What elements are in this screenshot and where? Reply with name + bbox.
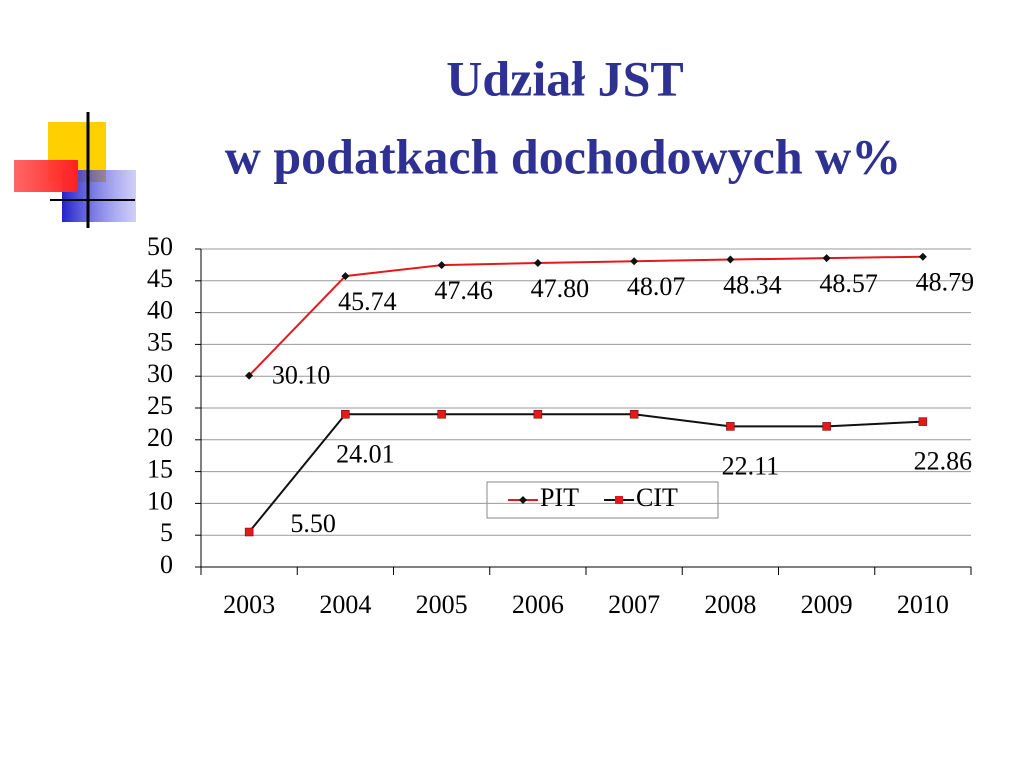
deco-red	[14, 160, 78, 192]
chart-title: Udział JST	[446, 50, 684, 106]
x-tick-label: 2004	[319, 590, 371, 619]
series-line	[248, 255, 923, 377]
point	[918, 417, 928, 426]
point	[533, 258, 542, 267]
point	[245, 371, 254, 380]
point	[822, 422, 831, 431]
value-label: 24.01	[336, 439, 395, 468]
value-label: 30.10	[272, 361, 331, 390]
value-label: 22.86	[914, 447, 973, 476]
point	[533, 410, 543, 419]
y-tick-label: 15	[147, 455, 173, 484]
x-tick-label: 2010	[897, 590, 949, 619]
y-tick-label: 35	[147, 327, 173, 356]
legend-marker	[519, 496, 527, 504]
point	[437, 410, 446, 419]
point	[629, 410, 639, 419]
point	[918, 252, 927, 261]
y-tick-label: 10	[147, 486, 173, 515]
value-label: 48.79	[916, 268, 975, 297]
y-tick-label: 0	[160, 550, 173, 579]
point	[341, 272, 350, 281]
x-tick-label: 2003	[223, 590, 275, 619]
point	[726, 255, 735, 264]
point	[726, 422, 735, 431]
legend-label: CIT	[636, 483, 678, 512]
point	[630, 257, 639, 266]
point	[437, 261, 446, 270]
x-tick-label: 2008	[704, 590, 756, 619]
x-tick-label: 2009	[801, 590, 853, 619]
y-tick-label: 30	[147, 359, 173, 388]
value-label: 48.34	[723, 271, 782, 300]
point	[822, 254, 831, 263]
x-tick-label: 2007	[608, 590, 660, 619]
value-label: 47.80	[531, 274, 590, 303]
point	[341, 410, 350, 419]
legend-label: PIT	[540, 483, 579, 512]
y-tick-label: 40	[147, 296, 173, 325]
point	[244, 527, 254, 537]
y-tick-label: 45	[147, 264, 173, 293]
value-label: 48.57	[819, 269, 878, 298]
y-tick-label: 25	[147, 391, 173, 420]
y-tick-label: 20	[147, 423, 173, 452]
y-tick-label: 5	[160, 518, 173, 547]
value-label: 45.74	[338, 287, 397, 316]
x-tick-label: 2005	[416, 590, 468, 619]
chart-subtitle: w podatkach dochodowych w%	[225, 128, 902, 184]
x-tick-label: 2006	[512, 590, 564, 619]
value-label: 47.46	[434, 276, 493, 305]
value-label: 5.50	[290, 509, 336, 538]
legend-marker	[615, 496, 623, 504]
series-line	[248, 413, 923, 533]
value-label: 48.07	[627, 272, 686, 301]
decoration	[14, 112, 136, 228]
value-label: 22.11	[722, 451, 780, 480]
y-tick-label: 50	[147, 232, 173, 261]
